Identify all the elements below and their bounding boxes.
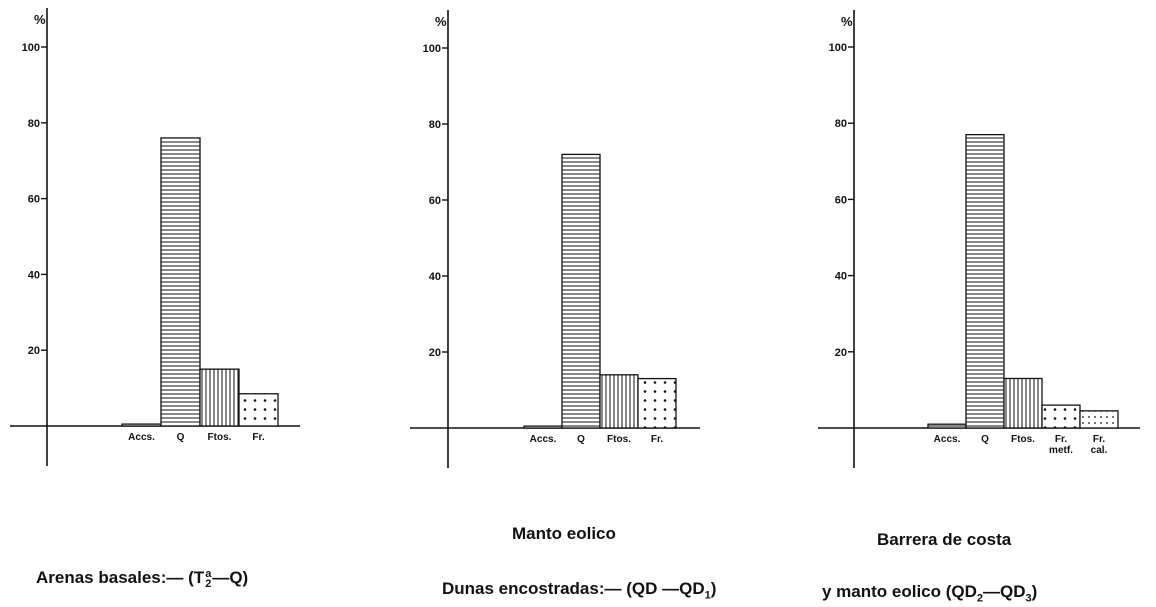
category-label-line: Q [577,434,585,445]
bar-fr [1041,404,1081,429]
caption-3-line2-tail: ) [1031,582,1038,601]
category-label-line: Fr. [1093,434,1105,445]
y-tick-label: 60 [28,194,40,206]
category-label: Q [981,434,989,445]
category-label-line: cal. [1091,445,1108,456]
category-label-line: Fr. [651,434,663,445]
charts-layer: % 100 80 60 40 20 Accs. Q Ftos. Fr.% 100 80 60 40 20 Ac… [10,8,1140,468]
caption-3-line2-main: y manto eolico (QD [822,582,977,601]
bar-accs [121,423,162,427]
bar-ftos [599,374,639,429]
bar-accs [927,423,967,429]
y-tick-label: 80 [28,118,40,130]
category-label-line: Accs. [934,434,961,445]
caption-1-tail: —Q) [212,568,249,587]
category-label: Fr. [252,432,264,443]
category-label-line: Accs. [128,432,155,443]
y-tick-label: 20 [28,345,40,357]
y-tick-label: 60 [835,194,847,206]
category-label: Ftos. [1011,434,1035,445]
category-label-line: Q [981,434,989,445]
bar-ftos [1003,377,1043,429]
category-label: Fr. [651,434,663,445]
caption-chart-1: Arenas basales:— (T a 2 —Q) [36,568,248,589]
category-label: Accs. [128,432,155,443]
y-tick-label: 80 [835,118,847,130]
category-label-line: metf. [1049,445,1073,456]
caption-chart-3-line2: y manto eolico (QD2—QD3) [822,582,1037,604]
y-unit-label: % [435,14,447,29]
category-label: Q [177,432,185,443]
y-tick-label: 20 [835,347,847,359]
bar-fr [238,393,279,427]
category-label-line: Ftos. [607,434,631,445]
chart-1: % 100 80 60 40 20 Accs. Q Ftos. Fr. [10,8,300,466]
y-tick-label: 80 [429,119,441,131]
bar-accs [523,425,563,429]
caption-3-line2-mid: —QD [983,582,1026,601]
category-label-line: Q [177,432,185,443]
bar-q [561,153,601,429]
y-tick-label: 40 [28,269,40,281]
category-label: Fr. metf. [1049,434,1073,456]
caption-1-sup: a [205,567,212,580]
category-label: Q [577,434,585,445]
bar-fr [1079,410,1119,429]
y-unit-label: % [34,12,46,27]
category-label-line: Ftos. [1011,434,1035,445]
caption-2-line2-sub: 1 [704,589,711,602]
y-tick-label: 40 [429,271,441,283]
category-label: Fr. cal. [1091,434,1108,456]
y-tick-label: 20 [429,347,441,359]
bar-q [965,133,1005,429]
category-label-line: Fr. [252,432,264,443]
y-tick-label: 100 [423,43,441,55]
y-tick-label: 60 [429,195,441,207]
category-label: Ftos. [607,434,631,445]
caption-3-line2-sub2: 3 [1025,592,1032,605]
category-label: Ftos. [208,432,232,443]
bar-q [160,137,201,427]
caption-chart-2-line2: Dunas encostradas:— (QD —QD1) [442,579,716,601]
category-label-line: Fr. [1055,434,1067,445]
caption-3-line1: Barrera de costa [877,530,1012,549]
caption-2-line2-tail: ) [710,579,717,598]
caption-1-sub: 2 [205,577,212,590]
y-tick-label: 100 [22,42,40,54]
bar-ftos [199,368,240,427]
caption-2-line1: Manto eolico [512,524,616,543]
caption-1-main: Arenas basales:— (T [36,568,205,587]
caption-chart-3-line1: Barrera de costa [877,530,1011,550]
category-label-line: Ftos. [208,432,232,443]
category-label: Accs. [530,434,557,445]
caption-2-line2-main: Dunas encostradas:— (QD —QD [442,579,705,598]
y-unit-label: % [841,14,853,29]
category-label-line: Accs. [530,434,557,445]
bar-fr [637,377,677,429]
caption-chart-2-line1: Manto eolico [512,524,616,544]
caption-3-line2-sub1: 2 [976,592,984,605]
y-tick-label: 100 [829,42,847,54]
chart-2: % 100 80 60 40 20 Accs. Q Ftos. Fr. [410,10,700,468]
y-tick-label: 40 [835,271,847,283]
category-label: Accs. [934,434,961,445]
